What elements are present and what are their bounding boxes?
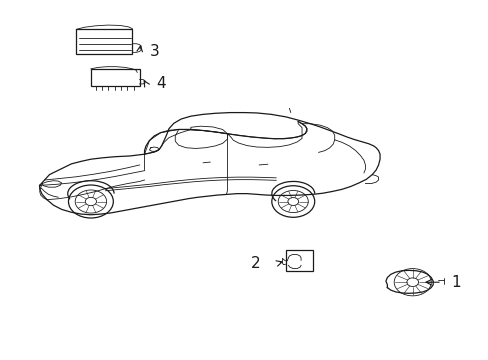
Text: 2: 2 [250,256,260,271]
Text: 3: 3 [149,44,159,59]
Text: 1: 1 [451,275,460,290]
Text: 4: 4 [156,76,165,91]
